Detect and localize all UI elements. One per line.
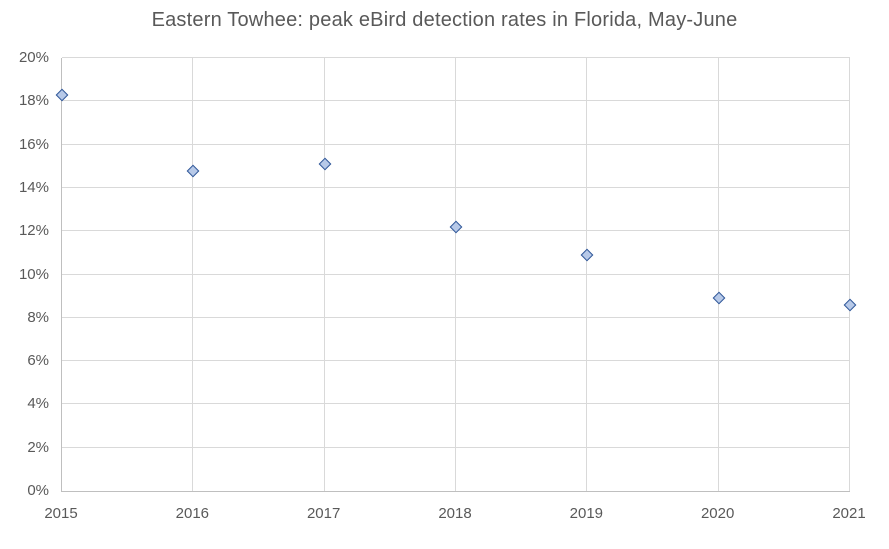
y-axis-tick-label: 18% [18, 92, 49, 110]
y-gridline [62, 403, 850, 405]
x-axis-tick-label: 2021 [832, 505, 866, 522]
y-axis-tick-label: 16% [18, 135, 49, 153]
data-point-2017 [318, 157, 332, 171]
y-axis-tick-label: 8% [27, 308, 49, 326]
data-point-2018 [449, 220, 463, 234]
data-point-2016 [186, 164, 200, 177]
plot-area [55, 57, 857, 492]
y-axis-tick-label: 12% [18, 222, 49, 240]
y-gridline [62, 446, 850, 448]
y-gridline [62, 273, 850, 275]
y-gridline [62, 360, 850, 362]
data-point-2020 [712, 291, 726, 305]
x-axis-tick-label: 2016 [175, 505, 210, 522]
x-axis-tick-label: 2018 [438, 505, 472, 522]
y-axis-tick-label: 14% [18, 178, 49, 196]
y-axis-tick-label: 4% [27, 395, 49, 413]
x-axis-tick-label: 2017 [306, 505, 341, 522]
data-point-2019 [580, 248, 594, 262]
data-point-2021 [843, 298, 857, 312]
x-gridline [717, 58, 719, 491]
y-axis-tick-label: 2% [27, 438, 49, 456]
y-axis-tick-label: 0% [27, 482, 49, 499]
y-gridline [62, 316, 850, 318]
x-gridline [586, 58, 588, 491]
data-point-2015 [55, 88, 69, 102]
x-axis-tick-label: 2020 [700, 505, 735, 522]
y-axis-tick-label: 20% [18, 49, 49, 66]
x-gridline [323, 58, 325, 491]
x-gridline [455, 58, 456, 491]
x-axis-tick-label: 2019 [569, 505, 604, 522]
x-axis-tick-label: 2015 [44, 505, 78, 522]
y-gridline [62, 100, 850, 102]
x-gridline [192, 58, 194, 491]
y-axis-tick-label: 10% [18, 265, 49, 283]
chart-title: Eastern Towhee: peak eBird detection rat… [151, 9, 738, 31]
y-axis-tick-label: 6% [27, 352, 49, 370]
y-gridline [62, 143, 850, 145]
y-gridline [62, 57, 850, 58]
x-gridline [849, 58, 850, 491]
y-gridline [62, 186, 850, 188]
